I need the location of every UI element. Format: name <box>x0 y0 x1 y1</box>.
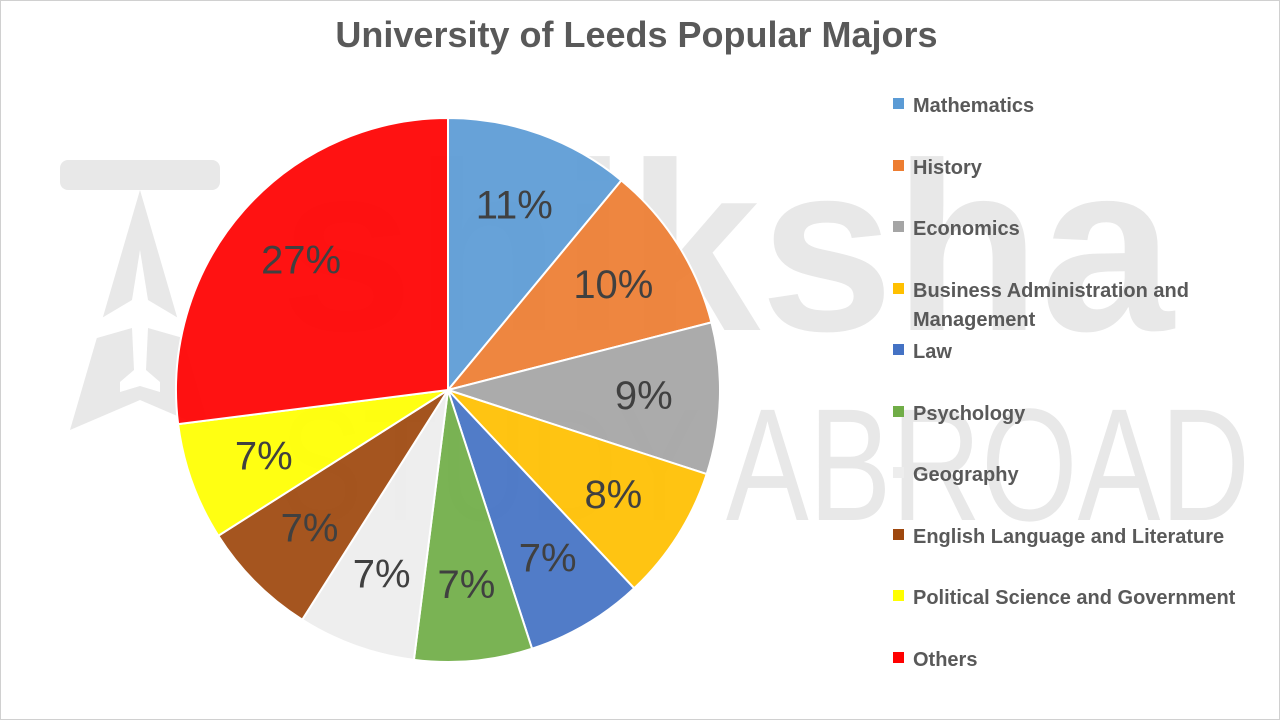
pie-slice-others <box>175 116 449 426</box>
data-label: 7% <box>281 506 339 550</box>
pie-slice-business-administration-and-management <box>447 389 708 590</box>
legend-label: Law <box>913 341 952 363</box>
data-label: 7% <box>235 434 293 478</box>
chart-title: University of Leeds Popular Majors <box>335 14 938 55</box>
legend-item: Business Administration and Management <box>893 277 1253 335</box>
legend-label: Economics <box>913 218 1020 240</box>
data-label: 27% <box>261 238 341 282</box>
pie-slice-political-science-and-government <box>177 389 449 538</box>
pie-slice-law <box>447 389 636 650</box>
legend-label: Political Science and Government <box>913 587 1236 609</box>
pie-slice-history <box>445 179 713 392</box>
data-label: 9% <box>615 374 673 418</box>
legend-item: Political Science and Government <box>893 584 1253 613</box>
legend-item: Psychology <box>893 400 1253 429</box>
legend-swatch <box>893 528 904 540</box>
legend-label: English Language and Literature <box>913 525 1225 548</box>
data-label: 7% <box>438 563 496 607</box>
legend-item: Geography <box>893 461 1253 490</box>
legend-item: Mathematics <box>893 92 1253 121</box>
legend-swatch <box>893 467 904 478</box>
legend-label: History <box>913 156 982 179</box>
pie-slice-economics <box>444 321 721 476</box>
legend-label: Geography <box>913 464 1019 486</box>
legend-swatch <box>893 651 904 663</box>
legend-item: Economics <box>893 215 1253 244</box>
legend-swatch <box>893 159 904 171</box>
data-label: 8% <box>584 473 642 517</box>
data-label: 11% <box>476 184 553 228</box>
pie-slice-geography <box>300 389 449 661</box>
legend-item: Law <box>893 338 1253 367</box>
legend-label: Business Administration and Management <box>913 279 1189 331</box>
legend-swatch <box>893 590 904 601</box>
pie-slice-mathematics <box>447 116 623 393</box>
legend-item: English Language and Literature <box>893 523 1253 552</box>
pie-chart: 11%10%9%8%7%7%7%7%7%27% <box>175 116 721 663</box>
airplane-icon <box>90 250 190 392</box>
data-label: 7% <box>353 552 411 596</box>
pie-slice-english-language-and-literature <box>216 389 449 622</box>
legend-swatch <box>893 221 904 232</box>
data-label: 10% <box>573 263 653 307</box>
legend-label: Psychology <box>913 402 1026 425</box>
legend-swatch <box>893 344 904 355</box>
legend-label: Others <box>913 648 978 671</box>
data-label: 7% <box>519 537 577 581</box>
legend-label: Mathematics <box>913 95 1035 117</box>
pie-slice-psychology <box>412 389 534 663</box>
legend-swatch <box>893 98 904 109</box>
legend-swatch <box>893 282 904 294</box>
legend-item: History <box>893 154 1253 183</box>
legend-swatch <box>893 405 904 417</box>
legend-item: Others <box>893 646 1253 675</box>
